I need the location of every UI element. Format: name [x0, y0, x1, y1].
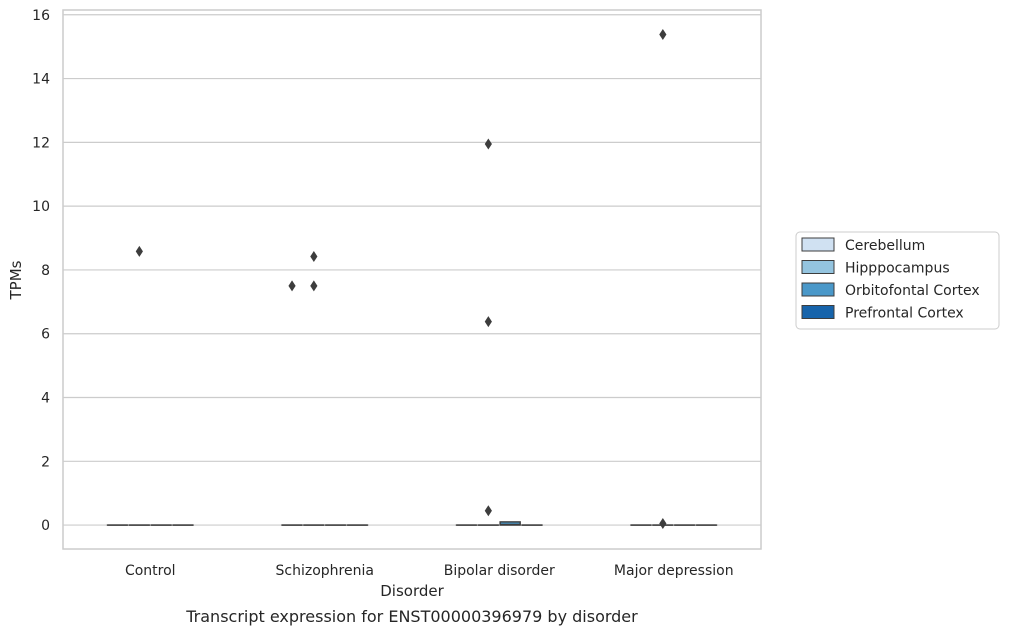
plot-frame — [62, 9, 762, 550]
outlier-point — [484, 505, 492, 517]
y-tick-label: 0 — [41, 518, 50, 534]
legend-label: Hipppocampus — [845, 261, 950, 277]
outliers-layer — [135, 29, 667, 529]
boxes-layer — [106, 521, 718, 526]
legend-swatch — [801, 282, 835, 297]
legend-swatch — [801, 237, 835, 252]
y-tick-label: 6 — [41, 327, 50, 343]
outlier-point — [659, 29, 667, 41]
outlier-point — [659, 517, 667, 529]
legend-label: Cerebellum — [845, 238, 925, 254]
legend-label: Prefrontal Cortex — [845, 306, 964, 322]
legend-swatch — [801, 305, 835, 319]
x-tick-label: Schizophrenia — [276, 563, 374, 579]
x-tick-labels: Control Schizophrenia Bipolar disorder Majo… — [125, 563, 734, 579]
y-tick-label: 10 — [32, 199, 50, 215]
x-tick-label: Major depression — [614, 563, 734, 579]
y-tick-label: 12 — [32, 135, 50, 151]
y-tick-label: 16 — [32, 8, 50, 24]
outlier-point — [484, 316, 492, 328]
y-axis-title: TPMs — [7, 260, 25, 300]
outlier-point — [310, 251, 318, 263]
y-tick-label: 4 — [41, 391, 50, 407]
x-tick-label: Control — [125, 563, 176, 579]
legend-label: Orbitofontal Cortex — [845, 283, 980, 299]
outlier-point — [288, 280, 296, 292]
y-tick-label: 8 — [41, 263, 50, 279]
x-tick-label: Bipolar disorder — [444, 563, 555, 579]
outlier-point — [135, 245, 143, 257]
outlier-point — [310, 280, 318, 292]
legend-frame — [795, 231, 1000, 330]
y-tick-label: 2 — [41, 454, 50, 470]
chart-caption: Transcript expression for ENST0000039697… — [185, 607, 638, 626]
y-tick-label: 14 — [32, 72, 50, 88]
y-tick-labels: 0 2 4 6 8 10 12 14 16 — [32, 8, 50, 534]
legend-swatch — [801, 260, 835, 274]
legend: Cerebellum Hipppocampus Orbitofontal Corte… — [795, 231, 1000, 330]
outlier-point — [484, 138, 492, 150]
x-axis-title: Disorder — [380, 582, 444, 600]
